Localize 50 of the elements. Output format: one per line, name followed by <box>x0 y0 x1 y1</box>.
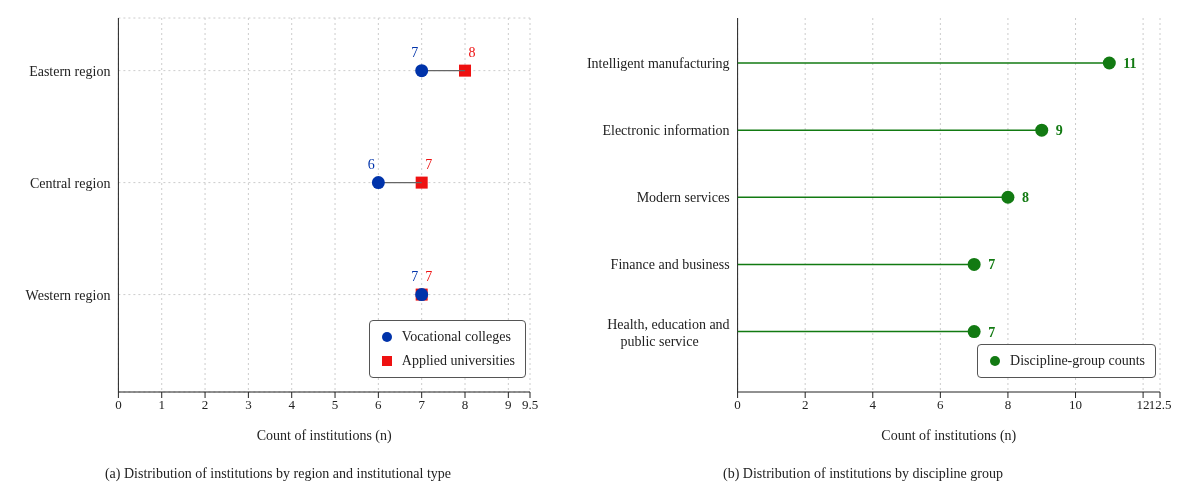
point <box>1035 123 1049 137</box>
x-tick-label: 4 <box>288 397 296 413</box>
x-axis-title: Count of institutions (n) <box>881 428 1017 444</box>
x-tick-label: 0 <box>734 397 741 413</box>
y-tick-label: Electronic information <box>602 123 730 139</box>
legend-label: Discipline-group counts <box>1010 352 1145 370</box>
data-label: 7 <box>411 44 419 60</box>
x-tick-label: 3 <box>245 397 252 413</box>
x-tick-label: 12 <box>1136 397 1150 413</box>
x-tick-label: 10 <box>1069 397 1083 413</box>
x-tick-label: 0 <box>115 397 122 413</box>
y-tick-label: Intelligent manufacturing <box>586 55 730 71</box>
y-tick-label: Health, education and public service <box>607 316 730 349</box>
point <box>1102 56 1116 70</box>
point <box>967 257 981 271</box>
x-tick-label: 4 <box>869 397 877 413</box>
data-label: 8 <box>1021 190 1029 206</box>
y-tick-label: Eastern region <box>29 63 111 79</box>
y-tick-label: Finance and business <box>610 257 730 273</box>
x-tick-label: 12.5 <box>1148 397 1172 413</box>
x-tick-label: 2 <box>801 397 809 413</box>
data-label: 8 <box>468 44 476 60</box>
x-tick-label: 5 <box>331 397 339 413</box>
y-tick-label: Central region <box>29 175 111 191</box>
legend-label: Vocational colleges <box>401 328 511 346</box>
x-tick-label: 8 <box>461 397 469 413</box>
x-tick-label: 9.5 <box>521 397 539 413</box>
data-label: 7 <box>988 257 996 273</box>
text: (b) Distribution of institutions by discipline group <box>722 466 1004 482</box>
x-axis-title: Count of institutions (n) <box>256 428 393 444</box>
x-tick-label: 6 <box>937 397 945 413</box>
data-label: 7 <box>425 156 433 172</box>
data-label: 7 <box>411 268 419 284</box>
point <box>1001 190 1015 204</box>
x-tick-label: 6 <box>375 397 383 413</box>
x-tick-label: 8 <box>1004 397 1012 413</box>
x-tick-label: 1 <box>158 397 165 413</box>
data-label: 11 <box>1123 55 1137 71</box>
data-label: 7 <box>425 268 433 284</box>
data-label: 6 <box>367 156 375 172</box>
text: (a) Distribution of institutions by region and institutional type <box>103 466 453 482</box>
x-tick-label: 2 <box>201 397 209 413</box>
y-tick-label: Modern services <box>636 190 730 206</box>
data-label: 9 <box>1055 123 1063 139</box>
x-tick-label: 7 <box>418 397 426 413</box>
x-tick-label: 9 <box>505 397 512 413</box>
y-tick-label: Western region <box>25 287 111 303</box>
legend-label: Applied universities <box>401 352 515 370</box>
data-label: 7 <box>988 324 996 340</box>
point <box>967 325 981 339</box>
